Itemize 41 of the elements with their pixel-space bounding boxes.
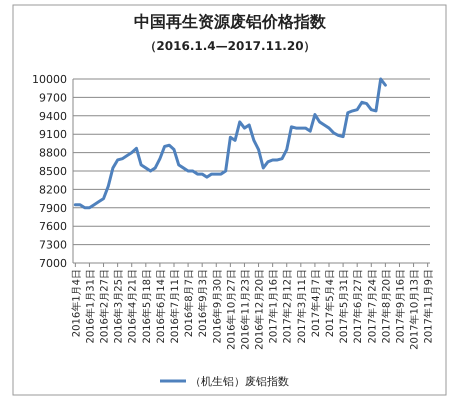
y-tick-label: 8200 (39, 183, 67, 196)
chart-subtitle: （2016.1.4—2017.11.20） (144, 39, 316, 53)
x-tick-label: 2016年7月11日 (168, 269, 181, 344)
x-tick-label: 2016年4月21日 (126, 269, 139, 344)
x-tick-label: 2016年1月31日 (84, 269, 96, 344)
x-tick-label: 2016年1月4日 (70, 269, 82, 338)
x-tick-label: 2016年5月18日 (140, 269, 153, 344)
x-tick-label: 2017年5月4日 (324, 269, 336, 338)
x-tick-label: 2016年11月23日 (239, 269, 252, 350)
y-tick-label: 9400 (39, 110, 67, 123)
x-tick-label: 2016年2月27日 (98, 269, 111, 344)
y-tick-label: 8800 (39, 146, 67, 160)
y-tick-label: 7900 (39, 202, 67, 215)
y-tick-label: 8500 (39, 165, 67, 178)
x-tick-label: 2017年1月16日 (268, 269, 280, 344)
x-tick-label: 2017年6月27日 (352, 269, 364, 344)
x-tick-label: 2016年6月14日 (154, 269, 167, 344)
line-series (74, 78, 387, 210)
chart-title: 中国再生资源废铝价格指数 (134, 12, 327, 31)
y-tick-label: 7300 (39, 238, 67, 252)
x-tick-label: 2017年8月20日 (380, 269, 392, 344)
y-tick-label: 9700 (39, 91, 67, 104)
y-tick-label: 10000 (32, 73, 67, 86)
x-tick-label: 2017年9月16日 (394, 269, 406, 344)
x-tick-label: 2017年11月9日 (422, 269, 435, 344)
x-tick-label: 2016年3月25日 (112, 269, 125, 344)
x-tick-label: 2017年7月24日 (366, 269, 378, 344)
y-tick-label: 7600 (39, 220, 67, 234)
x-tick-label: 2017年5月31日 (338, 269, 350, 344)
x-tick-label: 2016年9月3日 (197, 269, 210, 338)
x-tick-label: 2017年4月7日 (310, 269, 322, 338)
y-tick-label: 7000 (39, 257, 67, 270)
legend-label: （机生铝）废铝指数 (190, 375, 289, 388)
x-tick-label: 2016年9月30日 (211, 269, 224, 344)
x-tick-label: 2017年10月13日 (408, 269, 421, 350)
x-tick-label: 2017年2月12日 (282, 269, 294, 344)
x-tick-label: 2016年10月27日 (225, 269, 238, 350)
x-tick-label: 2016年8月7日 (183, 269, 196, 338)
x-tick-label: 2017年3月11日 (296, 269, 308, 344)
x-tick-label: 2016年12月20日 (254, 269, 266, 350)
y-tick-label: 9100 (39, 128, 67, 142)
